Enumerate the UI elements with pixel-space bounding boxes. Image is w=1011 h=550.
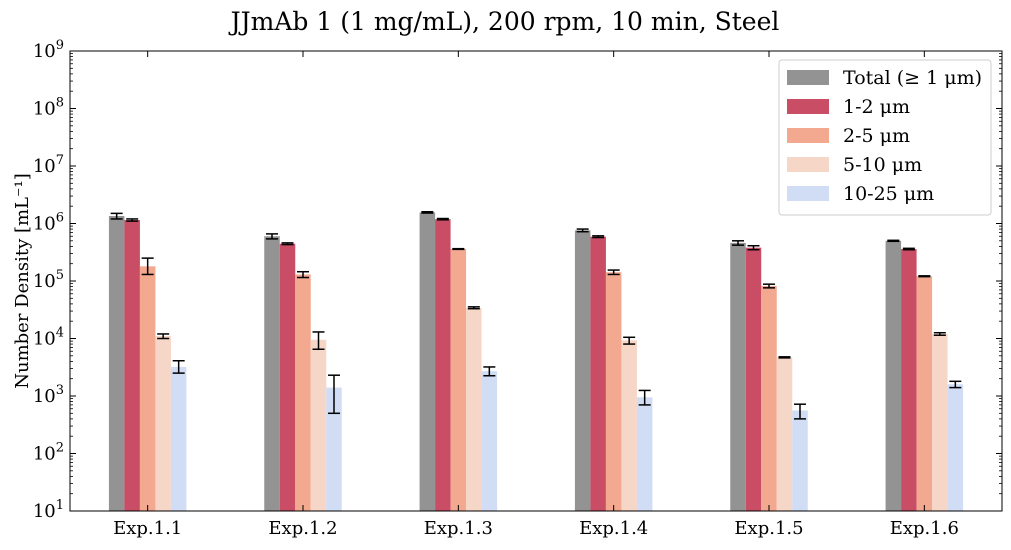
legend-swatch: [787, 70, 829, 85]
bar: [435, 219, 451, 511]
plot-area: [108, 211, 964, 511]
legend-label: 10-25 μm: [843, 183, 934, 205]
x-tick-label: Exp.1.4: [579, 518, 648, 539]
chart-title: JJmAb 1 (1 mg/mL), 200 rpm, 10 min, Stee…: [228, 7, 780, 36]
legend-swatch: [787, 128, 829, 143]
bar: [108, 216, 125, 511]
x-tick-label: Exp.1.6: [890, 518, 959, 539]
bar: [264, 236, 280, 511]
y-tick-label: 106: [33, 211, 64, 235]
legend-label: 1-2 μm: [843, 96, 910, 118]
bar: [481, 371, 498, 511]
bar: [605, 272, 622, 511]
bar: [636, 397, 653, 511]
y-tick-label: 107: [33, 153, 64, 177]
y-axis-label: Number Density [mL⁻¹]: [12, 173, 33, 389]
legend: Total (≥ 1 μm) 1-2 μm 2-5 μm 5-10 μm 10-25 μ…: [778, 59, 992, 216]
bar: [901, 249, 917, 511]
legend-label: Total (≥ 1 μm): [843, 67, 982, 89]
bar: [279, 243, 296, 511]
y-tick-label: 104: [33, 326, 64, 350]
bar: [139, 266, 156, 511]
bar: [932, 333, 948, 511]
bar: [574, 230, 591, 511]
bar: [466, 307, 482, 511]
bar: [170, 366, 187, 511]
bar: [310, 339, 327, 511]
legend-label: 2-5 μm: [843, 125, 910, 147]
bar: [776, 357, 793, 511]
legend-swatch: [787, 186, 829, 201]
y-tick-label: 105: [33, 268, 64, 292]
x-tick-label: Exp.1.3: [424, 518, 493, 539]
bar: [450, 249, 467, 511]
bar: [730, 242, 746, 511]
bar: [295, 274, 311, 511]
axes: Exp.1.1 Exp.1.2 Exp.1.3 Exp.1.4 Exp.1.5 Exp.1…: [33, 38, 1002, 539]
legend-swatch: [787, 157, 829, 172]
y-tick-label: 102: [33, 441, 64, 465]
bar: [916, 276, 933, 511]
x-tick-label: Exp.1.2: [268, 518, 337, 539]
y-tick-label: 103: [33, 383, 64, 407]
bar: [124, 220, 140, 511]
bar: [792, 410, 808, 511]
bar: [326, 387, 342, 511]
bar: [419, 212, 436, 511]
legend-swatch: [787, 99, 829, 114]
x-tick-label: Exp.1.5: [734, 518, 803, 539]
bar: [621, 340, 637, 511]
bar: [155, 336, 171, 511]
bar: [590, 236, 606, 511]
y-tick-label: 109: [33, 38, 64, 62]
legend-label: 5-10 μm: [843, 154, 922, 176]
bar: [947, 384, 964, 511]
bar: [761, 285, 777, 511]
bar: [745, 247, 762, 511]
bar: [885, 240, 902, 511]
y-tick-label: 108: [33, 96, 64, 120]
legend-box: [778, 59, 992, 216]
y-tick-label: 101: [33, 498, 64, 522]
x-tick-label: Exp.1.1: [113, 518, 182, 539]
